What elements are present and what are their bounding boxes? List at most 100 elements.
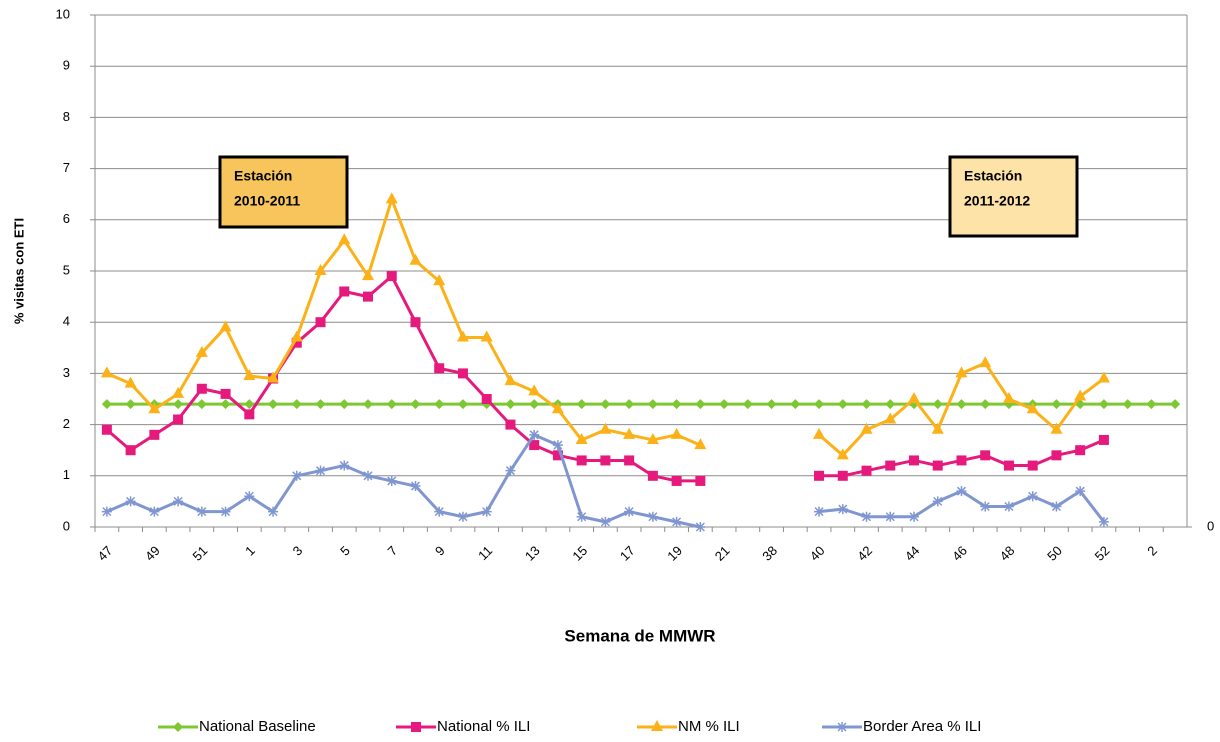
marker: [196, 383, 207, 394]
series-line: [106, 433, 1106, 529]
marker: [932, 460, 943, 471]
marker: [837, 504, 848, 515]
marker: [220, 506, 231, 517]
series-line: [106, 197, 1105, 457]
marker: [837, 470, 848, 481]
marker: [931, 422, 944, 434]
marker: [148, 402, 161, 414]
marker: [885, 399, 896, 410]
marker: [268, 506, 279, 517]
marker: [125, 445, 136, 456]
x-tick-label: 51: [190, 543, 211, 564]
marker: [551, 402, 564, 414]
marker: [1146, 399, 1157, 410]
marker: [600, 399, 611, 410]
marker: [837, 399, 848, 410]
marker: [315, 317, 326, 328]
marker: [291, 399, 302, 410]
marker: [624, 455, 635, 466]
marker: [100, 366, 113, 378]
marker: [363, 291, 373, 302]
annotation-text: 2010-2011: [234, 193, 300, 209]
x-tick-label: 48: [997, 543, 1018, 564]
marker: [434, 506, 445, 517]
marker: [576, 455, 587, 466]
marker: [363, 470, 373, 481]
marker: [529, 429, 540, 440]
legend-marker: [411, 722, 421, 732]
y-tick-label: 5: [63, 262, 70, 277]
marker: [909, 511, 919, 522]
marker: [647, 399, 658, 410]
annotation-text: Estación: [234, 168, 292, 184]
y-tick-label: 9: [63, 58, 70, 73]
marker: [646, 432, 659, 444]
marker: [695, 399, 706, 410]
series-line: [105, 274, 1105, 483]
marker: [314, 264, 327, 275]
marker: [195, 345, 208, 357]
marker: [529, 399, 540, 410]
marker: [1122, 399, 1133, 410]
marker: [362, 269, 374, 281]
marker: [267, 371, 280, 383]
marker: [884, 412, 897, 424]
marker: [385, 192, 398, 204]
marker: [1075, 486, 1086, 497]
annotation-text: 2011-2012: [964, 193, 1030, 209]
marker: [1051, 450, 1062, 461]
marker: [1002, 392, 1015, 403]
marker: [552, 450, 563, 461]
marker: [149, 429, 160, 440]
y2-tick-label: 0: [1207, 518, 1214, 533]
marker: [457, 368, 468, 379]
x-tick-label: 13: [522, 543, 543, 564]
marker: [244, 399, 255, 410]
marker: [575, 432, 588, 444]
marker: [671, 399, 682, 410]
marker: [125, 399, 136, 410]
y-tick-label: 6: [63, 211, 70, 226]
marker: [836, 448, 849, 460]
x-tick-label: 17: [617, 543, 638, 564]
marker: [671, 516, 682, 527]
marker: [434, 399, 445, 410]
x-tick-label: 38: [759, 543, 780, 564]
marker: [742, 399, 753, 410]
marker: [623, 427, 636, 439]
marker: [1074, 389, 1087, 401]
marker: [932, 496, 943, 507]
y-tick-label: 4: [63, 314, 70, 329]
marker: [173, 496, 184, 507]
marker: [315, 465, 326, 476]
legend-label: National % ILI: [437, 718, 530, 735]
marker: [173, 399, 184, 410]
marker: [410, 481, 421, 492]
x-tick-label: 52: [1092, 543, 1113, 564]
x-tick-label: 15: [569, 543, 590, 564]
x-tick-label: 40: [807, 543, 828, 564]
annotation-text: Estación: [964, 168, 1022, 184]
marker: [600, 516, 611, 527]
marker: [695, 522, 706, 532]
marker: [814, 399, 825, 410]
marker: [149, 506, 160, 517]
marker: [434, 363, 445, 374]
y-tick-label: 0: [63, 518, 70, 533]
y-tick-label: 10: [56, 6, 70, 21]
x-tick-label: 19: [664, 543, 685, 564]
x-tick-label: 11: [475, 543, 495, 563]
x-tick-label: 9: [432, 543, 448, 559]
x-tick-label: 2: [1144, 543, 1160, 559]
x-tick-label: 3: [290, 543, 306, 559]
marker: [813, 427, 826, 439]
x-tick-label: 46: [949, 543, 970, 564]
marker: [505, 465, 516, 476]
annotation-box: [948, 155, 1079, 238]
legend-label: Border Area % ILI: [863, 718, 981, 735]
y-tick-label: 2: [63, 416, 70, 431]
marker: [861, 465, 872, 476]
marker: [315, 399, 326, 410]
marker: [480, 330, 493, 342]
marker: [457, 399, 468, 410]
